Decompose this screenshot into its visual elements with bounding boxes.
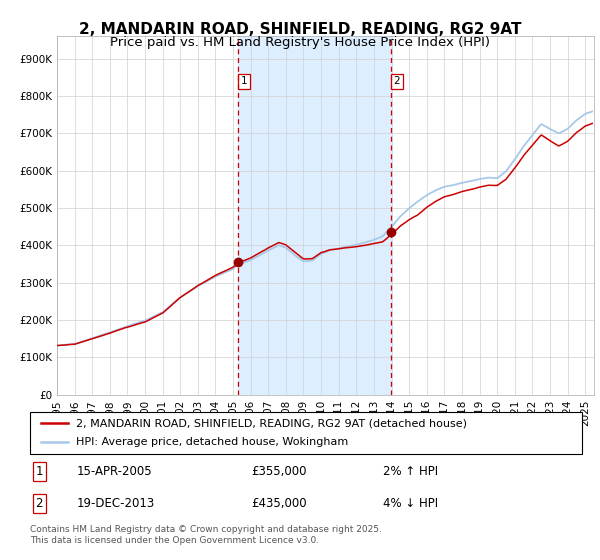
- Text: £435,000: £435,000: [251, 497, 307, 510]
- Text: 4% ↓ HPI: 4% ↓ HPI: [383, 497, 439, 510]
- Text: 2: 2: [35, 497, 43, 510]
- Text: 1: 1: [241, 76, 247, 86]
- Text: 2, MANDARIN ROAD, SHINFIELD, READING, RG2 9AT: 2, MANDARIN ROAD, SHINFIELD, READING, RG…: [79, 22, 521, 38]
- Text: Price paid vs. HM Land Registry's House Price Index (HPI): Price paid vs. HM Land Registry's House …: [110, 36, 490, 49]
- Text: £355,000: £355,000: [251, 465, 307, 478]
- Bar: [238, 36, 391, 395]
- Text: 2% ↑ HPI: 2% ↑ HPI: [383, 465, 439, 478]
- Text: 2: 2: [394, 76, 400, 86]
- Text: HPI: Average price, detached house, Wokingham: HPI: Average price, detached house, Woki…: [76, 437, 348, 447]
- Text: Contains HM Land Registry data © Crown copyright and database right 2025.
This d: Contains HM Land Registry data © Crown c…: [30, 525, 382, 545]
- Text: 19-DEC-2013: 19-DEC-2013: [77, 497, 155, 510]
- Text: 1: 1: [35, 465, 43, 478]
- Text: 2, MANDARIN ROAD, SHINFIELD, READING, RG2 9AT (detached house): 2, MANDARIN ROAD, SHINFIELD, READING, RG…: [76, 418, 467, 428]
- Text: 15-APR-2005: 15-APR-2005: [77, 465, 152, 478]
- FancyBboxPatch shape: [30, 412, 582, 454]
